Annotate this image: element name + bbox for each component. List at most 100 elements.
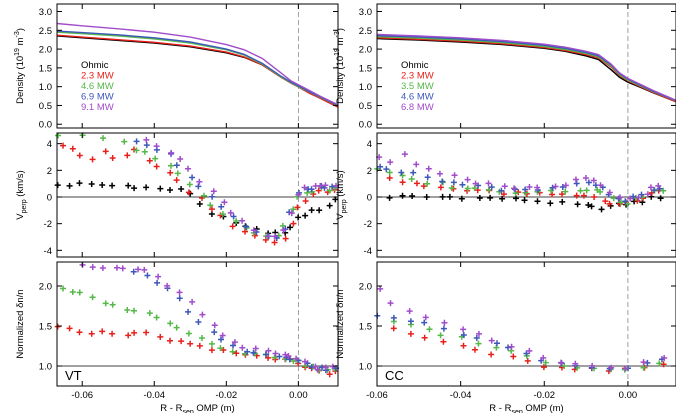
vperp-point	[552, 183, 559, 190]
vperp-point	[647, 184, 654, 191]
fluct-point	[154, 279, 161, 286]
fluct-point	[189, 298, 196, 305]
density-line-9-1-mw	[56, 22, 339, 106]
vperp-point	[585, 201, 592, 208]
vperp-point	[655, 182, 662, 189]
fluct-point	[155, 273, 162, 280]
vperp-point	[590, 177, 597, 184]
fluct-point	[113, 264, 120, 271]
vperp-point	[109, 182, 116, 189]
vperp-point	[109, 155, 116, 162]
vperp-point	[153, 143, 160, 150]
fluct-point	[153, 314, 160, 321]
fluct-point	[135, 266, 142, 273]
fluct-point	[558, 359, 565, 366]
fluct-point	[195, 319, 202, 326]
y-tick-label: 0.0	[359, 120, 372, 131]
vperp-point	[186, 181, 193, 188]
x-tick-label: -0.06	[366, 390, 388, 401]
vperp-point	[301, 184, 308, 191]
vperp-point	[383, 166, 390, 173]
y-tick-label: -4	[364, 246, 372, 257]
fluct-point	[422, 314, 429, 321]
vperp-point	[218, 203, 225, 210]
vperp-point	[60, 142, 67, 149]
vperp-point	[131, 185, 138, 192]
fluct-point	[540, 354, 547, 361]
vperp-point	[413, 180, 420, 187]
vperp-point	[644, 191, 651, 198]
vperp-point	[153, 163, 160, 170]
fluct-point	[244, 348, 251, 355]
vperp-point	[602, 198, 609, 205]
fluct-point	[263, 351, 270, 358]
vperp-point	[152, 155, 159, 162]
y-tick-label: -4	[44, 246, 52, 257]
vperp-point	[317, 182, 324, 189]
fluct-point	[471, 346, 478, 353]
fluct-point	[508, 343, 515, 350]
vperp-point	[133, 138, 140, 145]
fluct-point	[185, 308, 192, 315]
y-axis-label: Vperp (km/s)	[335, 170, 348, 219]
fluct-point	[460, 332, 467, 339]
vperp-point	[618, 199, 625, 206]
vperp-point	[243, 223, 250, 230]
x-tick-label: -0.02	[533, 390, 555, 401]
vperp-point	[472, 180, 479, 187]
legend-entry: 2.3 MW	[81, 71, 114, 82]
y-tick-label: 1.5	[359, 63, 372, 74]
fluct-point	[488, 337, 495, 344]
vperp-point	[660, 187, 667, 194]
vperp-point	[185, 165, 192, 172]
fluct-point	[173, 324, 180, 331]
fluct-point	[219, 332, 226, 339]
vperp-point	[241, 228, 248, 235]
fluct-point	[390, 325, 397, 332]
fluct-point	[315, 367, 322, 374]
vperp-point	[511, 185, 518, 192]
vt-vperp-panel: -4 -2 0 2 4 Vperp (km/s)	[15, 132, 340, 258]
vperp-point	[622, 198, 629, 205]
vperp-point	[387, 159, 394, 166]
vperp-point	[54, 182, 61, 189]
vperp-point	[598, 206, 605, 213]
vperp-point	[635, 194, 642, 201]
y-tick-label: 4	[367, 139, 372, 150]
vperp-point	[288, 210, 295, 217]
fluct-point	[640, 359, 647, 366]
vperp-point	[326, 187, 333, 194]
fluct-point	[218, 336, 225, 343]
vperp-point	[167, 169, 174, 176]
vperp-point	[99, 181, 106, 188]
vperp-point	[316, 207, 323, 214]
legend-entry: Ohmic	[81, 60, 109, 71]
fluct-point	[265, 347, 272, 354]
vperp-point	[377, 163, 384, 170]
fluct-point	[488, 351, 495, 358]
fluct-point	[494, 340, 501, 347]
vperp-point	[271, 239, 278, 246]
vperp-point	[448, 184, 455, 191]
vperp-point	[308, 207, 315, 214]
fluct-point	[475, 330, 482, 337]
vperp-point	[227, 209, 234, 216]
x-tick-label: -0.06	[71, 390, 93, 401]
fluct-point	[322, 364, 329, 371]
fluct-point	[407, 330, 414, 337]
vperp-point	[617, 194, 624, 201]
fluct-point	[250, 349, 257, 356]
vperp-point	[143, 142, 150, 149]
fluct-point	[217, 345, 224, 352]
vperp-point	[559, 198, 566, 205]
fluct-point	[69, 288, 76, 295]
fluct-point	[66, 325, 73, 332]
y-tick-label: 2.5	[39, 26, 52, 37]
fluct-point	[239, 344, 246, 351]
vperp-point	[485, 180, 492, 187]
vperp-point	[597, 188, 604, 195]
vperp-point	[209, 193, 216, 200]
fluct-point	[622, 365, 629, 372]
x-tick-label: 0.00	[619, 390, 638, 401]
